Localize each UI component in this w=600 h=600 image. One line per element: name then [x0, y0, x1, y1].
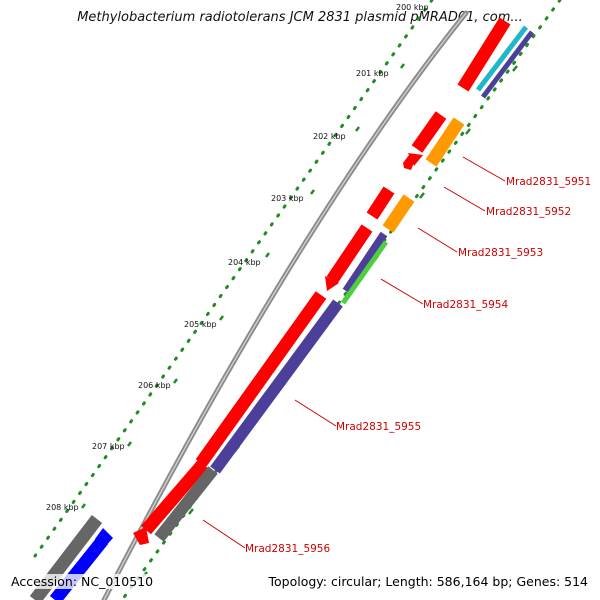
gene-5955-purple[interactable]	[210, 299, 343, 474]
gene-5954-green[interactable]	[340, 240, 389, 305]
gene-5951-orange[interactable]	[425, 117, 465, 167]
accession-text: Accession: NC_010510	[9, 574, 156, 589]
gene-5952-cds[interactable]	[403, 155, 415, 170]
gene-5954-arrowhead	[325, 276, 339, 291]
gene-5955-cds[interactable]	[195, 291, 327, 467]
gene-5950-feature[interactable]	[457, 17, 511, 92]
gene-label-5956[interactable]: Mrad2831_5956	[245, 543, 330, 555]
gene-5954-purple[interactable]	[342, 231, 388, 294]
gene-5953-orange[interactable]	[382, 194, 415, 233]
tick-label-204: 204 kbp	[228, 258, 261, 267]
label-leaders	[202, 156, 506, 549]
gene-5951-arrowhead	[408, 153, 423, 166]
gene-5953-cds[interactable]	[366, 186, 395, 220]
gene-5956-gray[interactable]	[154, 466, 218, 542]
tick-label-207: 207 kbp	[92, 442, 125, 451]
gene-label-5955[interactable]: Mrad2831_5955	[336, 421, 421, 433]
gene-5956-cds[interactable]	[141, 459, 208, 535]
blue-feature-left[interactable]	[49, 535, 109, 600]
gene-label-5954[interactable]: Mrad2831_5954	[423, 299, 508, 311]
tick-label-208: 208 kbp	[46, 503, 79, 512]
feature-track	[29, 17, 534, 600]
purple-feature-5950[interactable]	[481, 30, 534, 99]
gene-label-5952[interactable]: Mrad2831_5952	[486, 206, 571, 218]
map-title: Methylobacterium radiotolerans JCM 2831 …	[77, 10, 523, 25]
scale-dots-inner	[120, 0, 562, 600]
tick-label-201: 201 kbp	[356, 69, 389, 78]
scale-dots-outer	[33, 0, 434, 558]
gene-5951-cds[interactable]	[411, 111, 447, 153]
tick-label-206: 206 kbp	[138, 381, 171, 390]
summary-text: Topology: circular; Length: 586,164 bp; …	[266, 574, 590, 589]
tick-label-205: 205 kbp	[184, 320, 217, 329]
gene-label-5953[interactable]: Mrad2831_5953	[458, 247, 543, 259]
tick-label-202: 202 kbp	[313, 132, 346, 141]
teal-feature[interactable]	[476, 25, 528, 92]
gene-5954-cds[interactable]	[326, 224, 373, 284]
tick-label-200: 200 kbp	[396, 3, 429, 12]
gene-label-5951[interactable]: Mrad2831_5951	[506, 176, 591, 188]
gene-5956-arrowhead	[133, 527, 149, 545]
tick-label-203: 203 kbp	[271, 194, 304, 203]
